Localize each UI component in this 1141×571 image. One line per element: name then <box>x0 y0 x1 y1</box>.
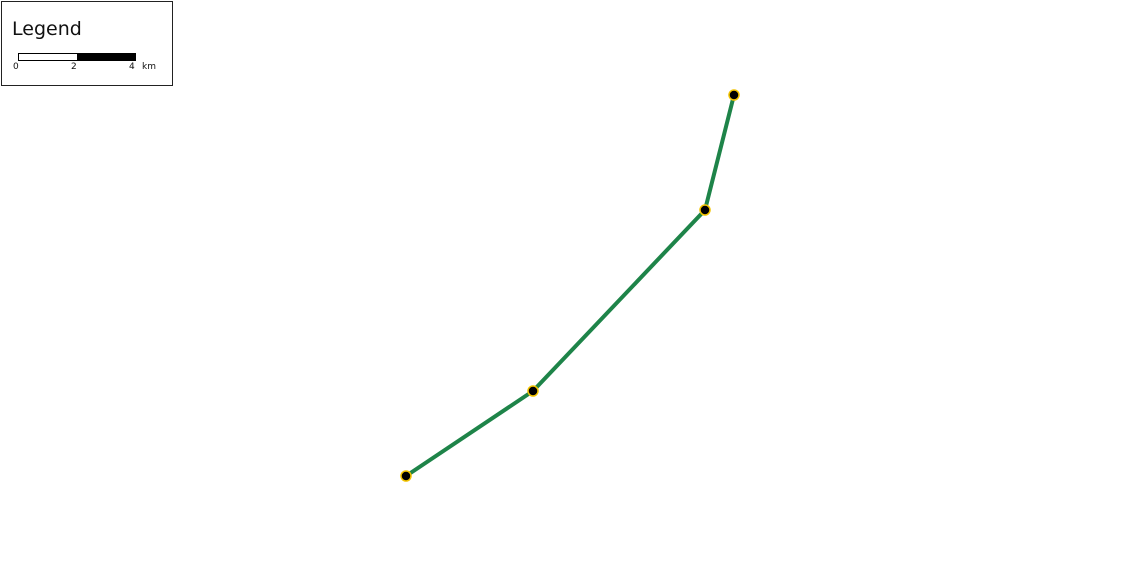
route-vertex[interactable] <box>400 470 412 482</box>
scale-bar <box>18 53 136 61</box>
route-vertex[interactable] <box>728 89 740 101</box>
route-vertex[interactable] <box>699 204 711 216</box>
scale-bar-segment-black <box>77 54 135 60</box>
route-vertex[interactable] <box>527 385 539 397</box>
scale-label-2: 2 <box>71 62 77 72</box>
scale-unit: km <box>142 62 156 72</box>
scale-label-4: 4 <box>129 62 135 72</box>
scale-bar-segment-white <box>19 54 77 60</box>
scale-label-0: 0 <box>13 62 19 72</box>
legend-panel: Legend 0 2 4 km <box>1 1 173 86</box>
route-line <box>404 93 736 478</box>
legend-title: Legend <box>12 18 82 40</box>
